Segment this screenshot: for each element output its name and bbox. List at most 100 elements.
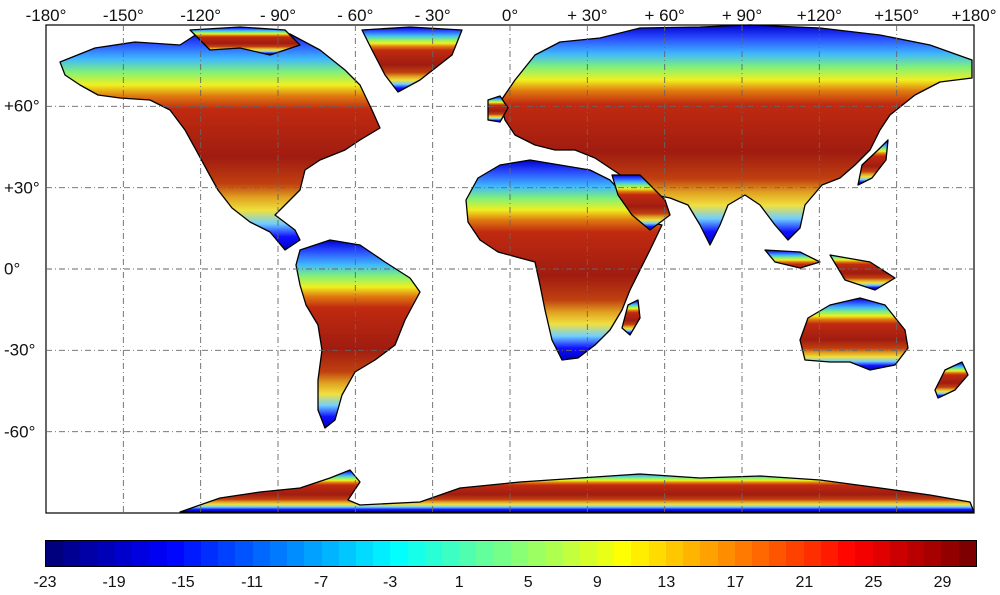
colorbar-swatch	[562, 541, 580, 566]
colorbar-tick-label: 17	[726, 574, 745, 591]
antarctica	[179, 469, 975, 513]
colorbar-swatch	[631, 541, 649, 566]
colorbar-tick-label: 21	[795, 574, 814, 591]
world-temperature-map	[45, 24, 975, 514]
colorbar-swatch	[114, 541, 133, 566]
colorbar-tick-label: -3	[383, 574, 398, 591]
eurasia	[499, 24, 973, 246]
longitude-tick-label: + 90°	[721, 6, 763, 25]
colorbar-swatch	[235, 541, 253, 566]
latitude-tick-label: 0°	[4, 259, 21, 279]
longitude-tick-label: - 60°	[337, 6, 374, 25]
colorbar-swatch	[166, 541, 184, 566]
great-britain	[487, 95, 509, 123]
colorbar-swatch	[924, 541, 942, 566]
colorbar-swatch	[442, 541, 460, 566]
colorbar-swatch	[424, 541, 443, 566]
colorbar-swatch	[769, 541, 787, 566]
longitude-tick-label: 0°	[501, 6, 519, 25]
colorbar-tick-label: -23	[33, 574, 57, 591]
temperature-colorbar	[45, 540, 977, 567]
longitude-tick-label: -180°	[25, 6, 67, 25]
colorbar-swatch	[700, 541, 718, 566]
colorbar-swatch	[373, 541, 391, 566]
longitude-tick-label: -120°	[180, 6, 222, 25]
longitude-tick-label: +120°	[796, 6, 842, 25]
colorbar-tick-label: -7	[314, 574, 329, 591]
colorbar-swatch	[786, 541, 804, 566]
colorbar-swatch	[510, 541, 529, 566]
colorbar-tick-label: 1	[454, 574, 464, 591]
colorbar-tick-label: 13	[657, 574, 676, 591]
colorbar-swatch	[906, 541, 925, 566]
africa	[465, 159, 663, 361]
colorbar-swatch	[407, 541, 425, 566]
longitude-tick-label: + 30°	[567, 6, 608, 25]
colorbar-tick-label: -19	[102, 574, 126, 591]
japan	[857, 139, 889, 186]
longitude-tick-label: + 60°	[644, 6, 685, 25]
colorbar-swatch	[545, 541, 563, 566]
colorbar-tick-label: 25	[864, 574, 883, 591]
colorbar-swatch	[528, 541, 546, 566]
colorbar-swatch	[803, 541, 821, 566]
colorbar-swatch	[889, 541, 907, 566]
colorbar-swatch	[597, 541, 615, 566]
colorbar-swatch	[80, 541, 98, 566]
land-masses	[59, 24, 975, 513]
colorbar-swatch	[683, 541, 701, 566]
colorbar-swatch	[355, 541, 374, 566]
colorbar-swatch	[579, 541, 597, 566]
colorbar-swatch	[855, 541, 873, 566]
colorbar-swatch	[287, 541, 305, 566]
colorbar-swatch	[459, 541, 477, 566]
colorbar-tick-label: 5	[523, 574, 533, 591]
latitude-tick-label: -60°	[4, 422, 36, 442]
new-zealand	[934, 361, 969, 399]
colorbar-swatch	[63, 541, 81, 566]
colorbar-swatch	[820, 541, 839, 566]
latitude-tick-label: -30°	[4, 340, 36, 360]
colorbar-swatch	[390, 541, 408, 566]
longitude-tick-label: - 90°	[259, 6, 297, 25]
colorbar-swatch	[338, 541, 356, 566]
colorbar-swatch	[97, 541, 115, 566]
colorbar-swatch	[269, 541, 288, 566]
colorbar-tick-label: 29	[933, 574, 952, 591]
colorbar-swatch	[183, 541, 201, 566]
latitude-tick-label: +30°	[4, 178, 40, 198]
colorbar-swatch	[132, 541, 150, 566]
latitude-tick-label: +60°	[4, 96, 40, 116]
colorbar-swatch	[838, 541, 856, 566]
colorbar-swatch	[958, 541, 976, 566]
arabian-peninsula	[611, 174, 671, 231]
colorbar-swatch	[218, 541, 236, 566]
colorbar-swatch	[321, 541, 339, 566]
colorbar-swatch	[648, 541, 666, 566]
graticule	[46, 25, 974, 513]
colorbar-swatch	[252, 541, 270, 566]
longitude-tick-label: +180°	[951, 6, 997, 25]
colorbar-tick-label: -15	[171, 574, 195, 591]
colorbar-swatch	[304, 541, 322, 566]
colorbar-tick-label: -11	[241, 574, 264, 591]
south-america	[295, 239, 421, 429]
arctic-islands	[189, 26, 301, 56]
madagascar	[621, 299, 641, 336]
colorbar-swatch	[751, 541, 770, 566]
colorbar-swatch	[734, 541, 752, 566]
colorbar-swatch	[941, 541, 959, 566]
colorbar-swatch	[614, 541, 632, 566]
longitude-tick-label: -150°	[102, 6, 144, 25]
southeast-asian-islands	[764, 249, 896, 291]
colorbar-swatch	[872, 541, 890, 566]
colorbar-swatch	[149, 541, 167, 566]
longitude-tick-label: +150°	[874, 6, 920, 25]
colorbar-swatch	[493, 541, 511, 566]
australia	[799, 297, 909, 371]
colorbar-swatch	[665, 541, 684, 566]
colorbar-swatch	[476, 541, 494, 566]
colorbar-tick-label: 9	[592, 574, 602, 591]
greenland	[361, 26, 463, 93]
longitude-tick-label: - 30°	[414, 6, 451, 25]
